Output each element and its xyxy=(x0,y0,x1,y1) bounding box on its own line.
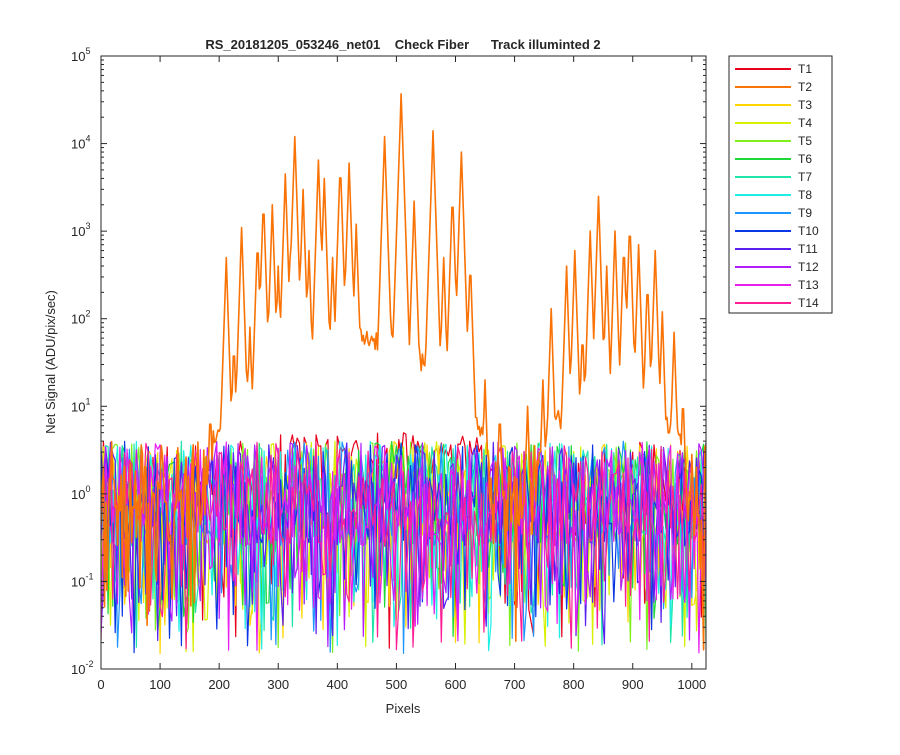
legend-label-t10: T10 xyxy=(798,224,819,238)
x-tick-label: 800 xyxy=(563,677,585,692)
legend-label-t4: T4 xyxy=(798,116,812,130)
y-tick-label: 102 xyxy=(71,309,90,327)
x-tick-label: 600 xyxy=(445,677,467,692)
y-tick-label: 10-2 xyxy=(71,659,93,677)
legend-label-t6: T6 xyxy=(798,152,812,166)
y-axis-label: Net Signal (ADU/pix/sec) xyxy=(43,290,58,434)
legend-label-t11: T11 xyxy=(798,242,818,256)
y-tick-label: 101 xyxy=(71,396,90,414)
x-tick-label: 200 xyxy=(208,677,230,692)
y-tick-label: 10-1 xyxy=(71,571,93,589)
y-tick-label: 104 xyxy=(71,134,90,152)
plot-frame xyxy=(100,55,707,670)
legend-label-t9: T9 xyxy=(798,206,812,220)
chart-title: RS_20181205_053246_net01 Check Fiber Tra… xyxy=(205,37,600,52)
legend-label-t13: T13 xyxy=(798,278,819,292)
legend-label-t14: T14 xyxy=(798,296,819,310)
x-axis: 0 100 200 300 400 500 600 700 800 900 1000 xyxy=(97,56,706,692)
x-tick-label: 1000 xyxy=(677,677,706,692)
legend: T1 T2 T3 T4 T5 T6 T7 T8 T9 T10 T11 T12 T13 T14 xyxy=(728,55,833,314)
y-tick-label: 105 xyxy=(71,46,90,64)
y-tick-label: 103 xyxy=(71,221,90,239)
x-axis-label: Pixels xyxy=(386,701,421,716)
x-tick-label: 0 xyxy=(97,677,104,692)
series-layer xyxy=(101,93,706,655)
legend-label-t3: T3 xyxy=(798,98,812,112)
x-tick-label: 500 xyxy=(386,677,408,692)
legend-label-t5: T5 xyxy=(798,134,812,148)
y-tick-label: 100 xyxy=(71,484,90,502)
series-line-t2 xyxy=(101,93,706,651)
legend-label-t7: T7 xyxy=(798,170,812,184)
legend-label-t1: T1 xyxy=(798,62,812,76)
legend-box xyxy=(728,55,833,314)
legend-label-t8: T8 xyxy=(798,188,812,202)
x-tick-label: 100 xyxy=(149,677,171,692)
y-axis: 10-2 10-1 100 101 102 103 104 105 xyxy=(71,46,706,677)
x-tick-label: 400 xyxy=(326,677,348,692)
x-tick-label: 300 xyxy=(267,677,289,692)
legend-label-t12: T12 xyxy=(798,260,819,274)
legend-label-t2: T2 xyxy=(798,80,812,94)
x-tick-label: 900 xyxy=(622,677,644,692)
x-tick-label: 700 xyxy=(504,677,526,692)
